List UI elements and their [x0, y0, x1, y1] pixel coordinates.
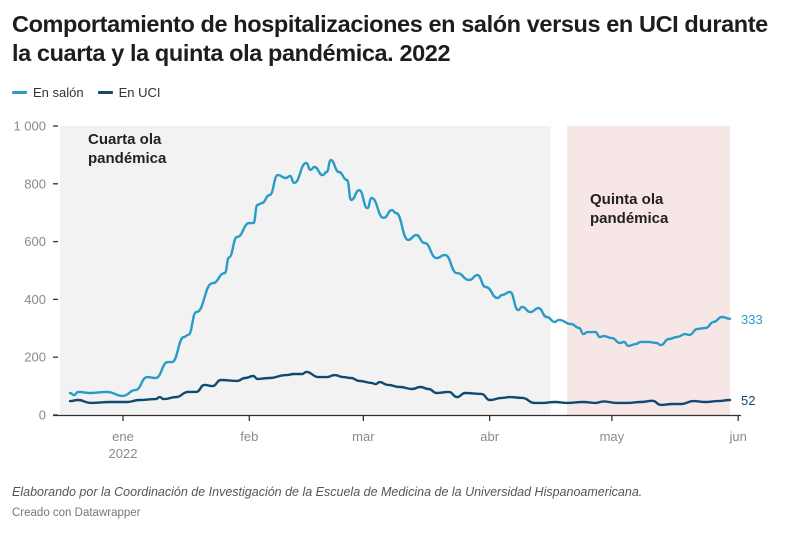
legend-swatch-salon	[12, 91, 27, 94]
y-tick-label: 600	[24, 234, 46, 249]
y-tick-label: 400	[24, 292, 46, 307]
x-tick-sublabel: 2022	[109, 446, 138, 461]
y-tick-label: 200	[24, 350, 46, 365]
wave-band-cuarta	[60, 126, 551, 415]
legend-label-uci: En UCI	[118, 85, 161, 100]
legend-swatch-uci	[97, 91, 113, 94]
series-lines	[68, 158, 732, 407]
x-tick-label: ene	[112, 429, 134, 444]
y-tick-label: 0	[39, 408, 46, 423]
wave-label-cuarta-line1: Cuarta ola	[88, 131, 162, 148]
wave-bands: Cuarta ola pandémica Quinta ola pandémica	[60, 126, 731, 415]
x-tick-label: jun	[728, 429, 746, 444]
wave-band-quinta	[567, 126, 731, 415]
end-label-salon: 333	[741, 312, 763, 327]
series-line-uci	[68, 370, 732, 407]
x-tick-label: abr	[480, 429, 499, 444]
wave-label-quinta-line1: Quinta ola	[590, 191, 664, 208]
legend-item-salon: En salón	[12, 85, 84, 100]
line-chart: Cuarta ola pandémica Quinta ola pandémica 0…	[13, 119, 763, 462]
chart-title: Comportamiento de hospitalizaciones en s…	[12, 11, 768, 66]
end-label-uci: 52	[741, 393, 755, 408]
wave-label-quinta-line2: pandémica	[590, 210, 669, 227]
source-note: Elaborando por la Coordinación de Invest…	[12, 485, 643, 499]
x-tick-label: mar	[352, 429, 375, 444]
legend-item-uci: En UCI	[97, 85, 161, 100]
y-tick-label: 1 000	[13, 119, 46, 134]
y-tick-label: 800	[24, 176, 46, 191]
legend-label-salon: En salón	[33, 85, 84, 100]
legend: En salón En UCI	[12, 85, 161, 100]
x-tick-label: may	[600, 429, 625, 444]
wave-label-cuarta-line2: pandémica	[88, 150, 167, 167]
x-axis: ene 2022 feb mar abr may jun	[53, 414, 747, 461]
y-axis: 0 200 400 600 800 1 000	[13, 119, 58, 423]
end-labels: 333 52	[741, 312, 763, 408]
series-line-salon	[68, 158, 732, 398]
x-tick-label: feb	[240, 429, 258, 444]
credit-link[interactable]: Creado con Datawrapper	[12, 507, 141, 519]
